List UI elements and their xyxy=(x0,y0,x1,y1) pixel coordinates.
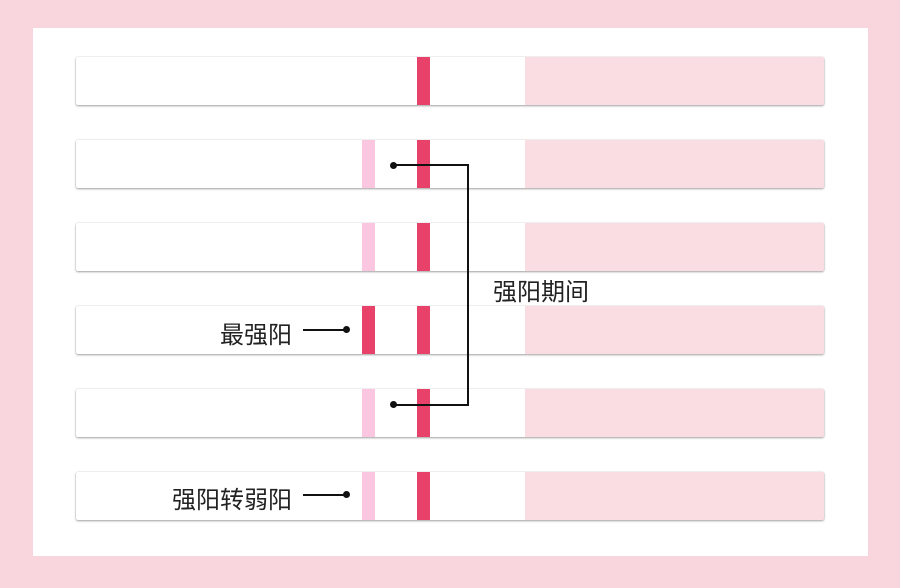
test-line-faint xyxy=(362,389,375,437)
bracket-line-bottom xyxy=(393,404,469,406)
bracket-dot-bottom xyxy=(390,401,397,408)
pointer-line-strong-to-weak xyxy=(303,494,346,496)
test-strip xyxy=(76,223,824,271)
label-strongest: 最强阳 xyxy=(220,321,292,349)
control-line xyxy=(417,306,430,354)
absorbent-pad xyxy=(525,306,824,354)
label-strong-to-weak: 强阳转弱阳 xyxy=(172,486,292,514)
absorbent-pad xyxy=(525,140,824,188)
test-strip xyxy=(76,389,824,437)
test-line-faint xyxy=(362,140,375,188)
label-strong-period: 强阳期间 xyxy=(493,278,589,306)
control-line xyxy=(417,389,430,437)
absorbent-pad xyxy=(525,472,824,520)
control-line xyxy=(417,472,430,520)
absorbent-pad xyxy=(525,223,824,271)
test-line-faint xyxy=(362,223,375,271)
absorbent-pad xyxy=(525,57,824,105)
pointer-dot-strong-to-weak xyxy=(343,491,350,498)
control-line xyxy=(417,57,430,105)
absorbent-pad xyxy=(525,389,824,437)
test-strip xyxy=(76,57,824,105)
bracket-line-vertical xyxy=(467,164,469,406)
test-strip xyxy=(76,472,824,520)
pointer-dot-strongest xyxy=(343,326,350,333)
test-strip xyxy=(76,306,824,354)
control-line xyxy=(417,223,430,271)
bracket-line-top xyxy=(393,164,469,166)
test-line-strong xyxy=(362,306,375,354)
pointer-line-strongest xyxy=(303,329,346,331)
test-line-faint xyxy=(362,472,375,520)
diagram-panel xyxy=(33,28,868,556)
